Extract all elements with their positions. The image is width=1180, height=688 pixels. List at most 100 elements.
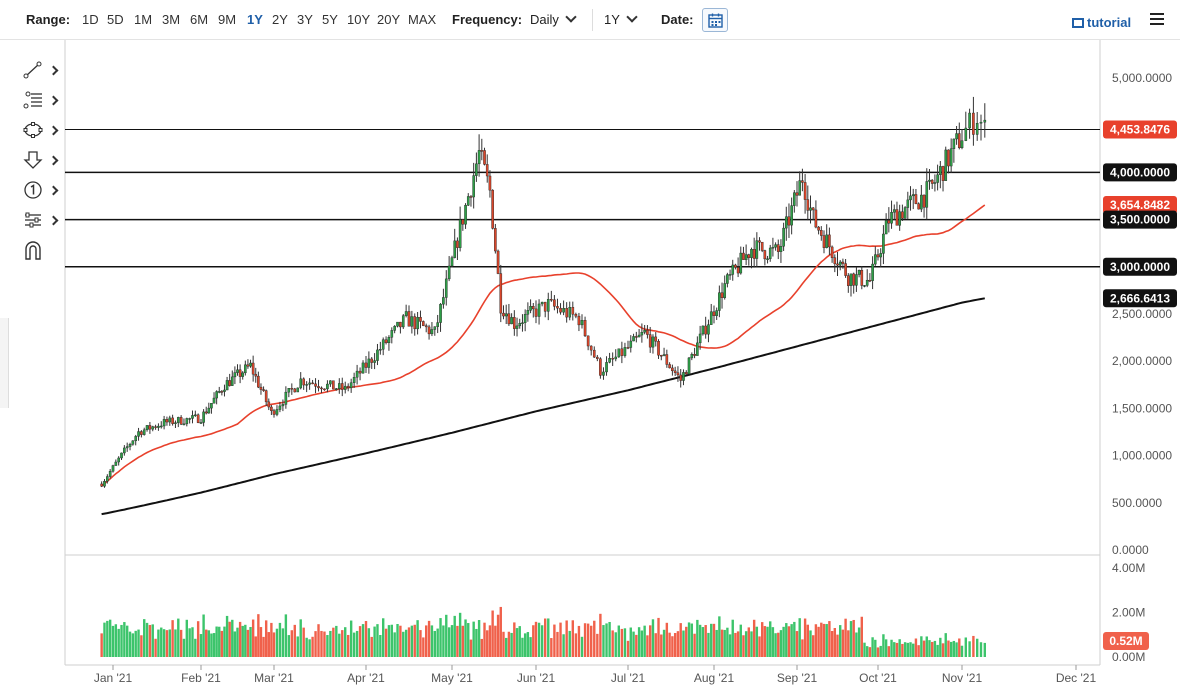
- candle-body: [262, 389, 265, 391]
- volume-bar: [635, 634, 638, 657]
- volume-bar: [544, 618, 547, 657]
- candle-body: [145, 425, 149, 431]
- number-marker-tool[interactable]: [22, 180, 62, 202]
- range-9m[interactable]: 9M: [218, 12, 237, 27]
- volume-bar: [568, 630, 571, 657]
- candle-body: [254, 373, 258, 377]
- volume-bar: [410, 625, 414, 657]
- tutorial-link[interactable]: tutorial: [1072, 15, 1131, 30]
- volume-bar: [486, 630, 489, 657]
- candle-body: [523, 314, 527, 323]
- magnet-tool[interactable]: [22, 240, 62, 262]
- volume-bar: [246, 629, 250, 657]
- volume-bar: [983, 642, 986, 657]
- candle-body: [364, 362, 368, 368]
- volume-bar: [734, 632, 737, 657]
- volume-bar: [611, 630, 614, 657]
- candle-body: [975, 123, 979, 135]
- fib-retracement-tool[interactable]: [22, 90, 62, 112]
- volume-bar: [828, 621, 831, 657]
- candle-body: [760, 241, 764, 251]
- calendar-button[interactable]: [702, 8, 728, 32]
- volume-bar: [450, 625, 454, 657]
- volume-bar: [504, 637, 508, 657]
- volume-bar: [901, 643, 904, 657]
- candle-body: [771, 246, 775, 249]
- candle-body: [526, 310, 530, 315]
- volume-bar: [712, 623, 716, 657]
- candle-body: [928, 179, 931, 182]
- volume-bar: [790, 624, 793, 657]
- volume-bar: [445, 614, 448, 657]
- candle-body: [444, 278, 448, 298]
- shape-tool[interactable]: [22, 120, 62, 142]
- candle-body: [895, 209, 899, 226]
- volume-bar: [430, 625, 434, 657]
- volume-bar: [822, 623, 826, 657]
- candle-body: [311, 382, 314, 385]
- candle-body: [320, 387, 323, 390]
- price-label-text: 2,666.6413: [1110, 291, 1170, 305]
- volume-bar: [758, 636, 761, 657]
- range-6m[interactable]: 6M: [190, 12, 209, 27]
- range-5d[interactable]: 5D: [107, 12, 124, 27]
- candle-body: [911, 194, 915, 197]
- volume-bar: [344, 627, 347, 657]
- volume-bar: [106, 620, 109, 657]
- candle-body: [863, 285, 866, 287]
- volume-bar: [839, 625, 842, 657]
- range-1m[interactable]: 1M: [134, 12, 153, 27]
- volume-bar: [803, 618, 807, 657]
- candle-body: [370, 358, 374, 363]
- range-10y[interactable]: 10Y: [347, 12, 371, 27]
- candle-body: [332, 380, 335, 390]
- range-1y[interactable]: 1Y: [247, 12, 263, 27]
- candle-body: [806, 199, 810, 211]
- trend-line-tool[interactable]: [22, 60, 62, 82]
- volume-bar: [364, 621, 368, 657]
- range-2y[interactable]: 2Y: [272, 12, 288, 27]
- volume-bar: [529, 637, 532, 657]
- candle-body: [176, 417, 180, 423]
- period-select[interactable]: 1Y: [604, 11, 638, 27]
- candle-body: [335, 388, 338, 390]
- candle-body: [185, 418, 189, 425]
- range-3m[interactable]: 3M: [162, 12, 181, 27]
- candle-body: [404, 311, 408, 316]
- candle-body: [874, 254, 877, 265]
- candle-body: [259, 386, 263, 390]
- volume-bar: [593, 620, 596, 657]
- volume-bar: [742, 635, 745, 657]
- measure-tool[interactable]: [22, 210, 62, 232]
- volume-bar: [290, 630, 294, 657]
- candle-body: [693, 354, 696, 356]
- candle-body: [352, 377, 356, 383]
- candle-body: [244, 364, 247, 374]
- volume-bar: [396, 623, 399, 657]
- range-max[interactable]: MAX: [408, 12, 437, 27]
- candle-body: [568, 307, 572, 318]
- candle-body: [117, 457, 120, 463]
- candle-body: [174, 422, 177, 424]
- volume-bar: [668, 632, 671, 657]
- frequency-select[interactable]: Daily: [530, 11, 577, 27]
- candle-body: [774, 244, 777, 248]
- volume-bar: [393, 632, 396, 657]
- volume-bar: [617, 625, 620, 657]
- candle-body: [841, 261, 845, 264]
- candle-body: [744, 254, 748, 260]
- volume-bar: [179, 629, 183, 657]
- menu-icon[interactable]: [1150, 13, 1164, 25]
- volume-bar: [223, 626, 226, 657]
- candle-body: [836, 263, 839, 266]
- range-1d[interactable]: 1D: [82, 12, 99, 27]
- range-5y[interactable]: 5Y: [322, 12, 338, 27]
- candle-body: [750, 249, 753, 258]
- candle-body: [726, 274, 729, 284]
- candle-body: [367, 358, 371, 368]
- range-20y[interactable]: 20Y: [377, 12, 401, 27]
- volume-bar: [379, 635, 382, 657]
- range-3y[interactable]: 3Y: [297, 12, 313, 27]
- arrow-tool[interactable]: [22, 150, 62, 172]
